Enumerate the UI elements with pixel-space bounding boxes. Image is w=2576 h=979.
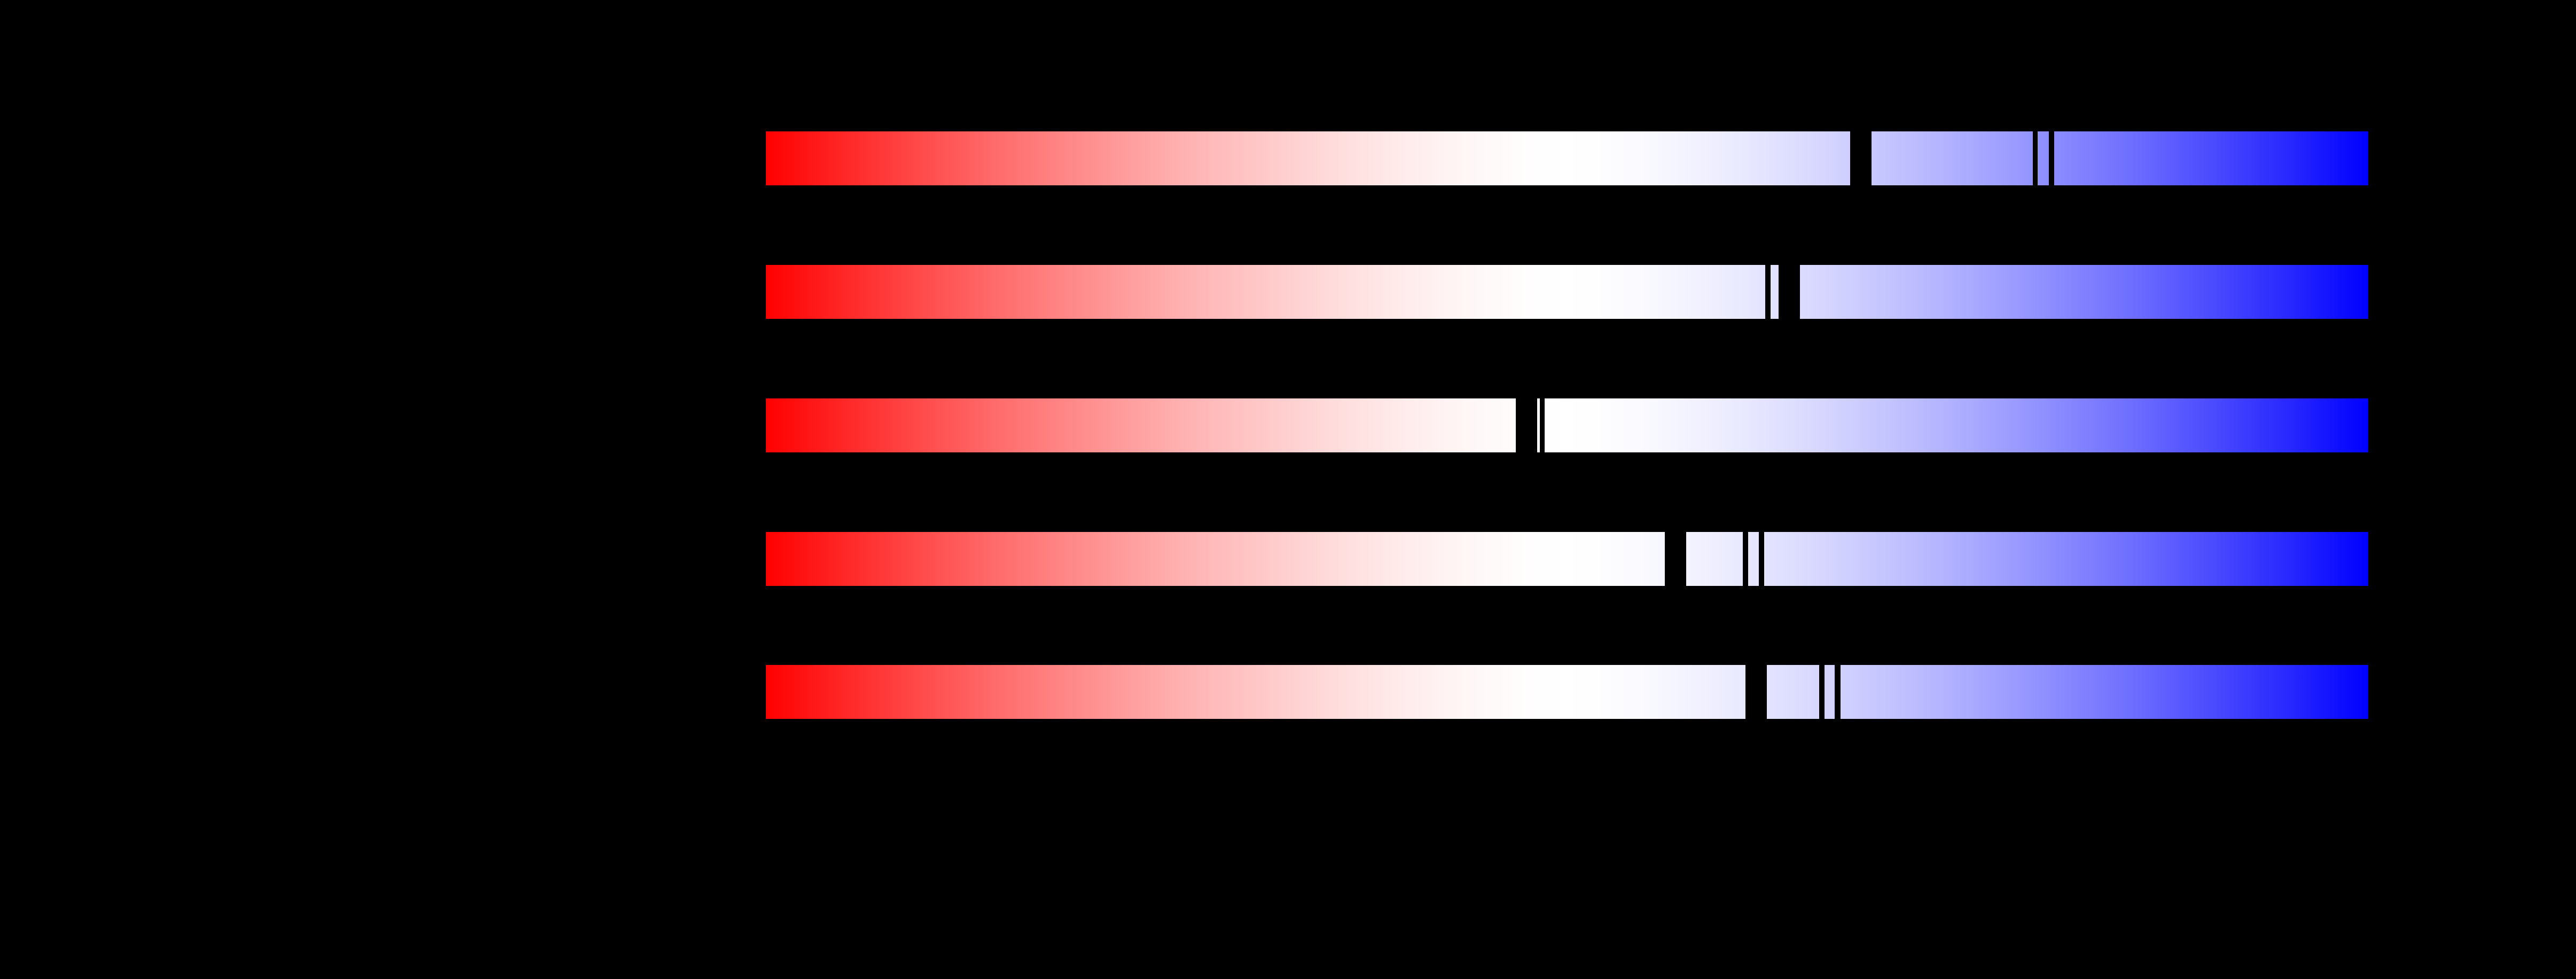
thick-marker	[1745, 665, 1767, 719]
gradient-bar-1	[766, 131, 2368, 185]
thin-marker	[1834, 665, 1841, 719]
gradient-bar-3	[766, 398, 2368, 452]
thin-marker	[1540, 398, 1545, 452]
thick-marker	[1850, 131, 1872, 185]
thin-marker	[1759, 531, 1764, 586]
thick-marker	[1516, 398, 1537, 452]
gradient-bar-4	[766, 531, 2368, 586]
thin-marker	[2049, 131, 2054, 185]
gradient-bar-5	[766, 665, 2368, 719]
thin-marker	[1819, 665, 1825, 719]
thin-marker	[1765, 264, 1771, 319]
thick-marker	[1779, 264, 1800, 319]
gradient-bar-2	[766, 264, 2368, 319]
thin-marker	[2033, 131, 2038, 185]
thin-marker	[1743, 531, 1748, 586]
thick-marker	[1665, 531, 1686, 586]
